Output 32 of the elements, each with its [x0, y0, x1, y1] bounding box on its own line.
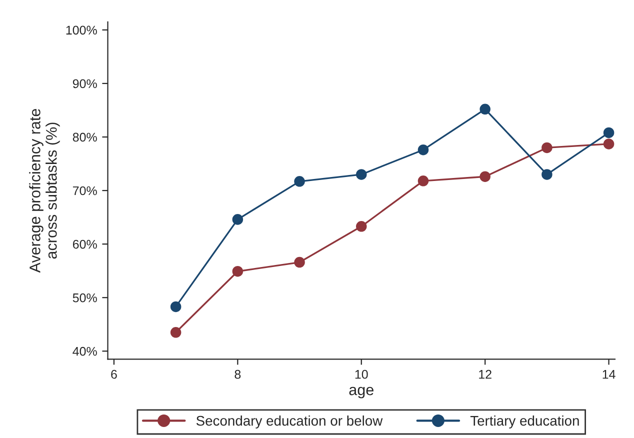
x-axis-title: age [349, 386, 374, 398]
y-tick-label: 100% [66, 26, 97, 35]
y-axis-title: Average proficiency rate across subtasks (%) [29, 108, 60, 273]
point [356, 169, 367, 180]
point [418, 176, 429, 186]
x-tick-label: 6 [111, 370, 117, 379]
point [356, 221, 367, 232]
point [542, 169, 552, 180]
point [294, 256, 305, 268]
y-tick-label: 90% [72, 79, 97, 88]
point [542, 142, 552, 154]
point [170, 327, 182, 338]
point [294, 176, 305, 187]
x-tick-label: 14 [602, 370, 616, 379]
legend-label: Secondary education or below [196, 416, 383, 428]
y-tick-label: 60% [72, 240, 97, 249]
y-tick-label: 50% [72, 293, 97, 302]
x-tick-label: 8 [234, 370, 241, 379]
y-tick-label: 80% [72, 132, 97, 142]
point [418, 144, 429, 156]
y-tick-label: 70% [72, 186, 97, 196]
point [232, 214, 244, 225]
x-tick-label: 12 [479, 370, 492, 379]
legend-label: Tertiary education [470, 416, 579, 428]
point [170, 301, 182, 312]
point [480, 171, 490, 182]
point [480, 104, 490, 115]
x-tick-label: 10 [355, 370, 368, 379]
point [603, 127, 614, 138]
y-tick-label: 40% [72, 346, 97, 356]
point [232, 266, 244, 277]
point [603, 138, 614, 150]
